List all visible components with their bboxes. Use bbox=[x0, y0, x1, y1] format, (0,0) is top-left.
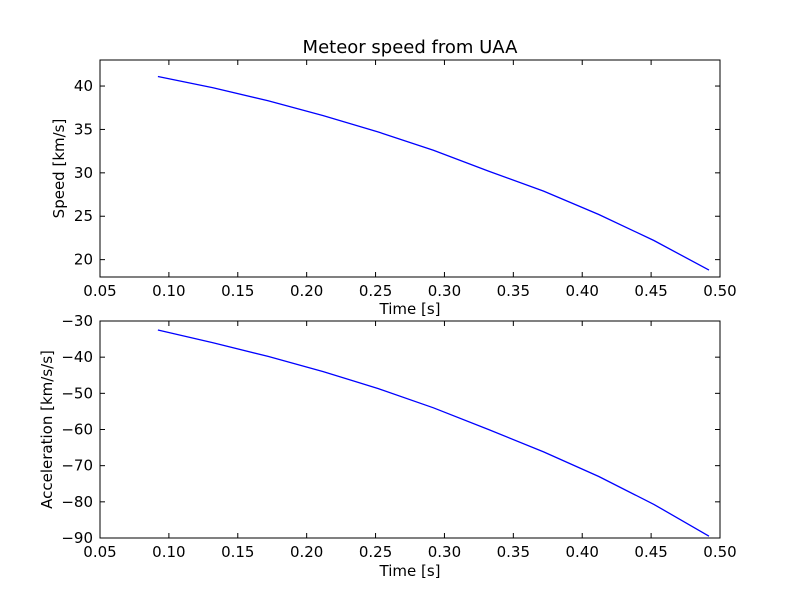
speed-x-tick-label: 0.30 bbox=[428, 282, 461, 300]
speed-x-tick-label: 0.45 bbox=[634, 282, 667, 300]
speed-x-tick-label: 0.40 bbox=[566, 282, 599, 300]
acceleration-x-tick-label: 0.30 bbox=[428, 543, 461, 561]
acceleration-y-tick-label: −40 bbox=[61, 348, 93, 366]
acceleration-y-tick-label: −90 bbox=[61, 529, 93, 547]
acceleration-x-tick-label: 0.50 bbox=[703, 543, 736, 561]
speed-x-tick-label: 0.50 bbox=[703, 282, 736, 300]
speed-y-tick-label: 25 bbox=[74, 207, 93, 225]
speed-x-tick-label: 0.25 bbox=[359, 282, 392, 300]
speed-x-tick-label: 0.05 bbox=[83, 282, 116, 300]
speed-x-tick-label: 0.15 bbox=[221, 282, 254, 300]
acceleration-y-tick-label: −70 bbox=[61, 457, 93, 475]
speed-y-tick-label: 20 bbox=[74, 251, 93, 269]
acceleration-y-tick-label: −50 bbox=[61, 384, 93, 402]
speed-y-tick-label: 40 bbox=[74, 77, 93, 95]
speed-x-ticks: 0.05 0.10 0.15 0.20 0.25 0.30 0.35 0.40 0.45 0.50 bbox=[83, 60, 737, 300]
chart-title: Meteor speed from UAA bbox=[303, 37, 519, 58]
acceleration-y-ticks: −30 −40 −50 −60 −70 −80 −90 bbox=[61, 312, 720, 547]
speed-y-tick-label: 30 bbox=[74, 164, 93, 182]
acceleration-x-tick-label: 0.40 bbox=[566, 543, 599, 561]
speed-x-tick-label: 0.35 bbox=[497, 282, 530, 300]
acceleration-x-tick-label: 0.45 bbox=[634, 543, 667, 561]
acceleration-x-tick-label: 0.35 bbox=[497, 543, 530, 561]
speed-subplot: Meteor speed from UAA 0.05 0.10 0.15 0.20 0.… bbox=[50, 37, 737, 318]
speed-plot-frame bbox=[99, 59, 721, 278]
speed-x-axis-label: Time [s] bbox=[379, 300, 441, 318]
acceleration-x-axis-label: Time [s] bbox=[379, 562, 441, 580]
acceleration-y-tick-label: −60 bbox=[61, 421, 93, 439]
acceleration-x-ticks: 0.05 0.10 0.15 0.20 0.25 0.30 0.35 0.40 0.45 0.50 bbox=[83, 321, 737, 561]
acceleration-x-tick-label: 0.20 bbox=[290, 543, 323, 561]
acceleration-x-tick-label: 0.10 bbox=[152, 543, 185, 561]
speed-x-tick-label: 0.20 bbox=[290, 282, 323, 300]
speed-y-axis-label: Speed [km/s] bbox=[50, 119, 68, 219]
acceleration-subplot: 0.05 0.10 0.15 0.20 0.25 0.30 0.35 0.40 0.45 0.50… bbox=[38, 312, 737, 580]
acceleration-line bbox=[157, 329, 710, 537]
speed-y-tick-label: 35 bbox=[74, 120, 93, 138]
acceleration-y-tick-label: −30 bbox=[61, 312, 93, 330]
speed-line bbox=[157, 75, 710, 271]
acceleration-x-tick-label: 0.25 bbox=[359, 543, 392, 561]
speed-y-ticks: 20 25 30 35 40 bbox=[74, 77, 720, 269]
acceleration-y-tick-label: −80 bbox=[61, 493, 93, 511]
acceleration-y-axis-label: Acceleration [km/s/s] bbox=[38, 350, 56, 509]
acceleration-x-tick-label: 0.15 bbox=[221, 543, 254, 561]
speed-x-tick-label: 0.10 bbox=[152, 282, 185, 300]
acceleration-x-tick-label: 0.05 bbox=[83, 543, 116, 561]
